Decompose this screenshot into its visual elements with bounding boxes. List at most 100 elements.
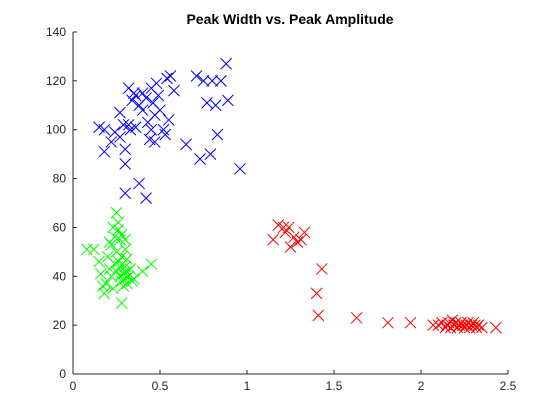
chart-title: Peak Width vs. Peak Amplitude [186,11,393,27]
data-point [449,316,462,329]
data-point [114,233,126,246]
data-point [489,321,502,334]
x-tick-label: 0.5 [152,379,169,393]
data-point [98,123,111,136]
data-point [206,75,219,87]
data-point [119,233,132,246]
data-point [107,282,119,295]
data-point [234,162,246,175]
data-point [432,319,445,331]
data-points [81,57,502,334]
data-point [277,221,290,234]
data-point [119,243,132,256]
y-tick-label: 40 [53,269,67,283]
data-point [162,114,175,126]
data-point [112,255,125,268]
data-point [295,233,307,246]
data-point [180,138,192,151]
data-point [119,272,132,285]
data-point [284,241,297,253]
data-point [204,148,217,160]
x-tick-label: 2 [418,379,425,393]
data-point [145,123,158,136]
data-point [93,255,105,268]
data-point [128,272,140,285]
data-point [136,87,149,99]
y-tick-label: 80 [53,172,67,186]
data-point [350,311,363,324]
data-point [288,231,300,244]
data-point [119,187,132,200]
series-1 [93,57,246,204]
data-point [148,136,161,148]
data-point [88,243,100,256]
data-point [315,263,328,275]
data-point [190,70,203,82]
data-point [115,228,128,241]
data-point [209,99,222,112]
data-point [462,316,474,329]
data-point [136,265,149,278]
x-tick-label: 0 [70,379,77,393]
data-point [145,258,158,270]
data-point [279,226,292,239]
data-point [126,94,139,107]
data-point [152,89,165,102]
data-point [133,177,145,190]
data-point [159,128,172,141]
data-point [115,297,128,310]
data-point [194,153,206,165]
data-point [154,104,166,117]
data-point [427,319,440,331]
data-point [164,70,177,82]
data-point [312,309,325,322]
data-point [122,118,135,131]
data-point [140,92,152,104]
data-point [110,265,123,278]
data-point [114,131,126,143]
data-point [476,321,488,334]
data-point [105,238,118,251]
data-point [124,263,137,275]
data-point [168,84,180,97]
data-point [100,277,112,290]
data-point [117,118,130,131]
y-tick-label: 120 [46,74,66,88]
data-point [140,192,152,204]
data-point [150,77,163,90]
x-tick-label: 2.5 [500,379,517,393]
data-point [161,72,173,85]
data-point [117,280,130,292]
y-tick-label: 0 [59,367,66,381]
data-point [201,96,213,109]
y-tick-label: 20 [53,318,67,332]
data-point [98,287,111,300]
data-point [129,89,142,102]
data-point [222,94,234,107]
data-point [121,253,133,266]
data-point [119,158,132,170]
data-point [220,57,232,70]
data-point [157,123,170,136]
data-point [282,221,295,234]
data-point [215,75,227,87]
data-point [119,143,132,156]
data-point [310,287,323,300]
data-point [96,280,109,292]
data-point [446,314,459,327]
data-point [94,267,107,280]
data-point [112,224,125,236]
data-point [105,136,118,148]
data-point [197,75,210,87]
x-tick-label: 1.5 [326,379,343,393]
data-point [136,104,149,117]
y-tick-label: 100 [46,123,66,137]
data-point [98,145,111,158]
data-point [110,206,123,219]
data-point [211,128,224,141]
data-point [267,233,279,246]
data-point [291,236,304,248]
data-point [81,243,93,256]
data-point [472,319,485,331]
